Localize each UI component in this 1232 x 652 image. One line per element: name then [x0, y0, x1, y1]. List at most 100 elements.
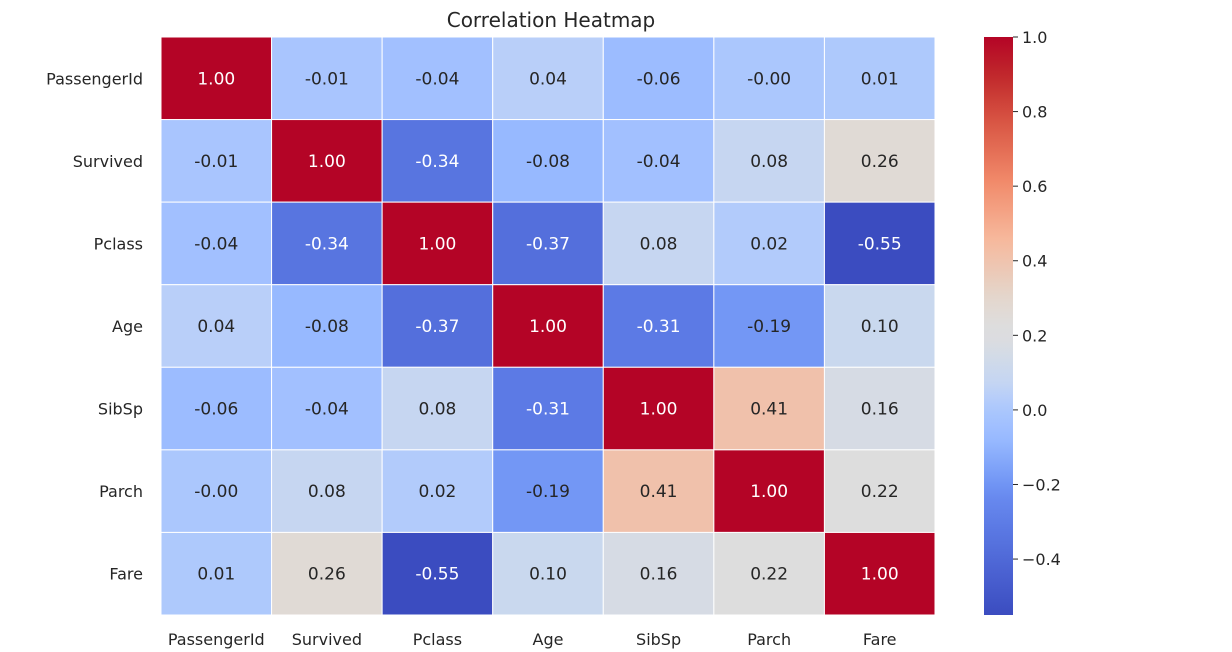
colorbar-tick-label: 0.4 — [1022, 252, 1047, 271]
cell-value-label: 0.41 — [640, 482, 678, 502]
x-axis-ticks: PassengerId Survived Pclass Age SibSp Parch Fa… — [168, 630, 897, 649]
cell-value-label: 1.00 — [529, 317, 567, 337]
cell-value-label: -0.04 — [415, 69, 459, 89]
cell-value-label: 0.16 — [861, 400, 899, 420]
heatmap-cell — [492, 284, 604, 368]
cell-value-label: 0.10 — [529, 565, 567, 585]
cell-value-label: 0.08 — [418, 400, 456, 420]
y-tick-label: Survived — [73, 152, 143, 171]
heatmap-cells: 1.00 -0.01 -0.04 0.04 -0.06 -0.00 0.01 -0.01 1.0… — [160, 36, 936, 616]
cell-value-label: 1.00 — [640, 400, 678, 420]
cell-value-label: 1.00 — [861, 565, 899, 585]
x-tick-label: SibSp — [636, 630, 681, 649]
y-axis-ticks: PassengerId Survived Pclass Age SibSp Parch Fa… — [46, 69, 143, 583]
cell-value-label: 0.02 — [750, 234, 788, 254]
cell-value-label: 0.04 — [197, 317, 235, 337]
cell-value-label: -0.06 — [194, 400, 238, 420]
heatmap-cell — [160, 201, 273, 286]
heatmap-cell — [160, 531, 273, 616]
heatmap-cell — [271, 36, 383, 121]
heatmap-cell — [492, 531, 604, 616]
heatmap-cell — [492, 201, 604, 286]
cell-value-label: 0.08 — [640, 234, 678, 254]
x-tick-label: Pclass — [413, 630, 462, 649]
x-tick-label: Fare — [863, 630, 897, 649]
heatmap-cell — [381, 36, 494, 121]
heatmap-cell — [713, 201, 825, 286]
heatmap-cell — [381, 449, 494, 533]
cell-value-label: 0.08 — [750, 152, 788, 172]
heatmap-cell — [713, 36, 825, 121]
cell-value-label: -0.04 — [637, 152, 681, 172]
cell-value-label: 0.10 — [861, 317, 899, 337]
heatmap-cell — [160, 284, 273, 368]
cell-value-label: -0.34 — [305, 234, 349, 254]
y-tick-label: Age — [112, 317, 143, 336]
heatmap-cell — [602, 119, 715, 203]
cell-value-label: 1.00 — [308, 152, 346, 172]
colorbar-tick-label: 0.8 — [1022, 103, 1047, 122]
cell-value-label: -0.55 — [415, 565, 459, 585]
heatmap-cell — [381, 366, 494, 451]
heatmap-cell — [823, 201, 936, 286]
cell-value-label: -0.08 — [305, 317, 349, 337]
cell-value-label: 0.16 — [640, 565, 678, 585]
cell-value-label: 1.00 — [197, 69, 235, 89]
cell-value-label: -0.08 — [526, 152, 570, 172]
heatmap-cell — [823, 366, 936, 451]
heatmap-cell — [602, 201, 715, 286]
heatmap-cell — [381, 531, 494, 616]
heatmap-cell — [492, 449, 604, 533]
y-tick-label: Pclass — [94, 234, 143, 253]
heatmap-cell — [823, 449, 936, 533]
cell-value-label: -0.55 — [858, 234, 902, 254]
cell-value-label: -0.00 — [194, 482, 238, 502]
colorbar-ticks: −0.4 −0.2 0.0 0.2 0.4 0.6 0.8 1.0 — [1013, 28, 1061, 569]
cell-value-label: 0.41 — [750, 400, 788, 420]
cell-value-label: 1.00 — [418, 234, 456, 254]
cell-value-label: 0.04 — [529, 69, 567, 89]
cell-value-label: -0.37 — [415, 317, 459, 337]
heatmap-cell — [160, 366, 273, 451]
cell-value-label: 0.22 — [750, 565, 788, 585]
heatmap-cell — [271, 284, 383, 368]
chart-title: Correlation Heatmap — [447, 8, 656, 32]
x-tick-label: Survived — [292, 630, 362, 649]
heatmap-cell — [602, 531, 715, 616]
heatmap-cell — [602, 36, 715, 121]
x-tick-label: Parch — [747, 630, 791, 649]
heatmap-cell — [713, 119, 825, 203]
colorbar-tick-label: −0.2 — [1022, 475, 1061, 494]
colorbar — [984, 37, 1013, 615]
cell-value-label: -0.34 — [415, 152, 459, 172]
heatmap-cell — [160, 36, 273, 121]
x-tick-label: Age — [533, 630, 564, 649]
heatmap-cell — [381, 119, 494, 203]
cell-value-label: -0.01 — [305, 69, 349, 89]
colorbar-tick-label: 1.0 — [1022, 28, 1047, 47]
heatmap-cell — [160, 449, 273, 533]
heatmap-cell — [823, 531, 936, 616]
cell-value-label: -0.37 — [526, 234, 570, 254]
heatmap-cell — [492, 36, 604, 121]
cell-value-label: -0.19 — [747, 317, 791, 337]
cell-value-label: 0.01 — [197, 565, 235, 585]
colorbar-tick-label: 0.6 — [1022, 177, 1047, 196]
heatmap-cell — [713, 284, 825, 368]
heatmap-cell — [160, 119, 273, 203]
cell-value-label: 1.00 — [750, 482, 788, 502]
cell-value-label: -0.19 — [526, 482, 570, 502]
cell-value-label: 0.22 — [861, 482, 899, 502]
x-tick-label: PassengerId — [168, 630, 265, 649]
y-tick-label: Fare — [109, 565, 143, 584]
heatmap-cell — [713, 531, 825, 616]
cell-value-label: -0.04 — [305, 400, 349, 420]
y-tick-label: PassengerId — [46, 69, 143, 88]
y-tick-label: Parch — [99, 482, 143, 501]
cell-value-label: -0.31 — [526, 400, 570, 420]
colorbar-tick-label: 0.0 — [1022, 401, 1047, 420]
cell-value-label: -0.04 — [194, 234, 238, 254]
y-tick-label: SibSp — [98, 400, 143, 419]
heatmap-cell — [271, 449, 383, 533]
